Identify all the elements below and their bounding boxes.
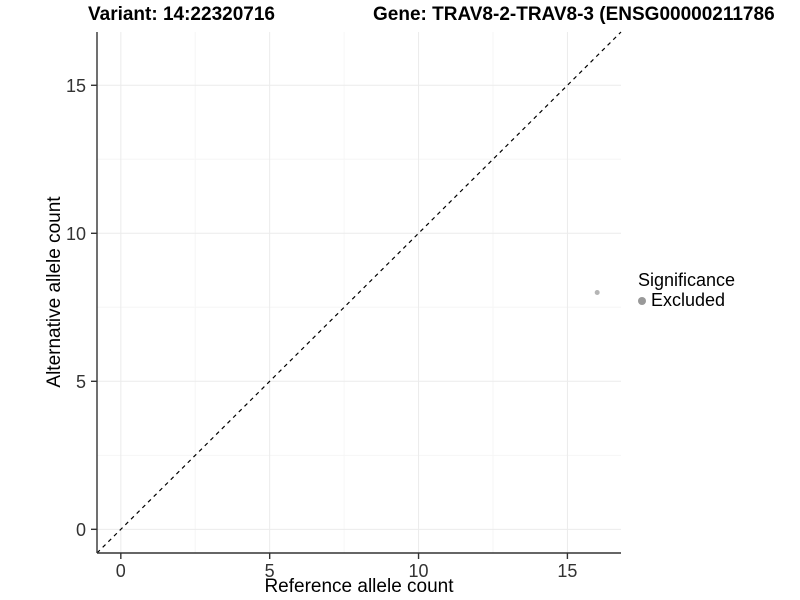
legend-title: Significance [638, 270, 736, 290]
svg-text:10: 10 [66, 224, 86, 244]
svg-text:15: 15 [557, 561, 577, 581]
svg-text:0: 0 [76, 520, 86, 540]
legend: Significance Excluded [638, 270, 735, 310]
legend-item-excluded: Excluded [638, 291, 735, 310]
plot-title-variant: Variant: 14:22320716 [88, 4, 275, 25]
legend-item-label: Excluded [651, 290, 726, 310]
svg-text:10: 10 [409, 561, 429, 581]
plot-title-gene: Gene: TRAV8-2-TRAV8-3 (ENSG00000211786 [373, 4, 775, 25]
svg-text:5: 5 [76, 372, 86, 392]
svg-text:0: 0 [116, 561, 126, 581]
legend-key-dot-icon [638, 296, 646, 305]
y-axis-title: Alternative allele count [44, 196, 65, 388]
svg-text:15: 15 [66, 76, 86, 96]
svg-text:5: 5 [265, 561, 275, 581]
x-axis-title: Reference allele count [264, 576, 454, 597]
